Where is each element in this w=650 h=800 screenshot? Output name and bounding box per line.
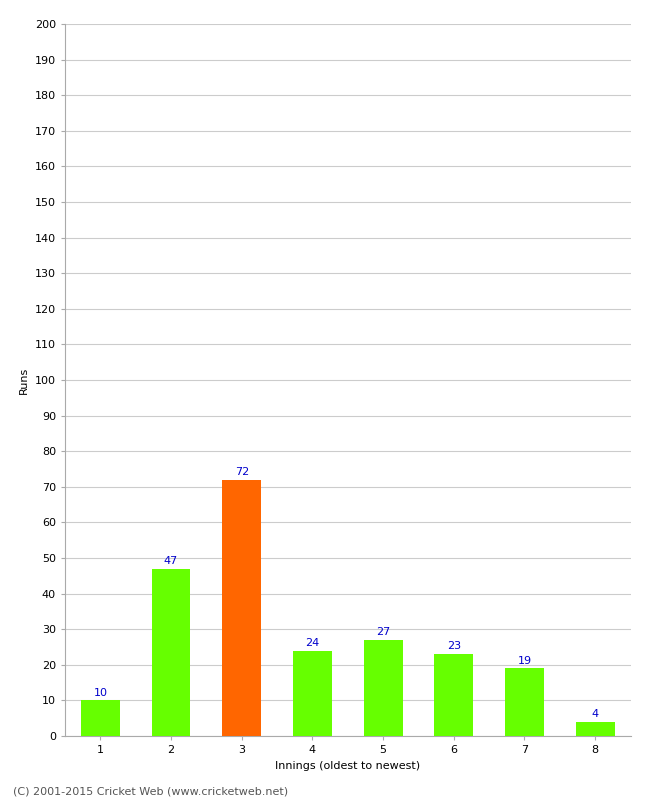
Bar	[505, 668, 544, 736]
Bar	[81, 701, 120, 736]
Bar	[576, 722, 615, 736]
X-axis label: Innings (oldest to newest): Innings (oldest to newest)	[275, 761, 421, 770]
Text: 47: 47	[164, 556, 178, 566]
Text: 72: 72	[235, 467, 249, 477]
Text: 19: 19	[517, 655, 532, 666]
Text: 27: 27	[376, 627, 390, 637]
Text: 23: 23	[447, 642, 461, 651]
Bar	[363, 640, 402, 736]
Bar	[293, 650, 332, 736]
Text: 4: 4	[592, 709, 599, 719]
Text: 24: 24	[306, 638, 320, 648]
Bar	[434, 654, 473, 736]
Text: 10: 10	[94, 687, 107, 698]
Y-axis label: Runs: Runs	[20, 366, 29, 394]
Bar	[222, 480, 261, 736]
Bar	[151, 569, 190, 736]
Text: (C) 2001-2015 Cricket Web (www.cricketweb.net): (C) 2001-2015 Cricket Web (www.cricketwe…	[13, 786, 288, 796]
